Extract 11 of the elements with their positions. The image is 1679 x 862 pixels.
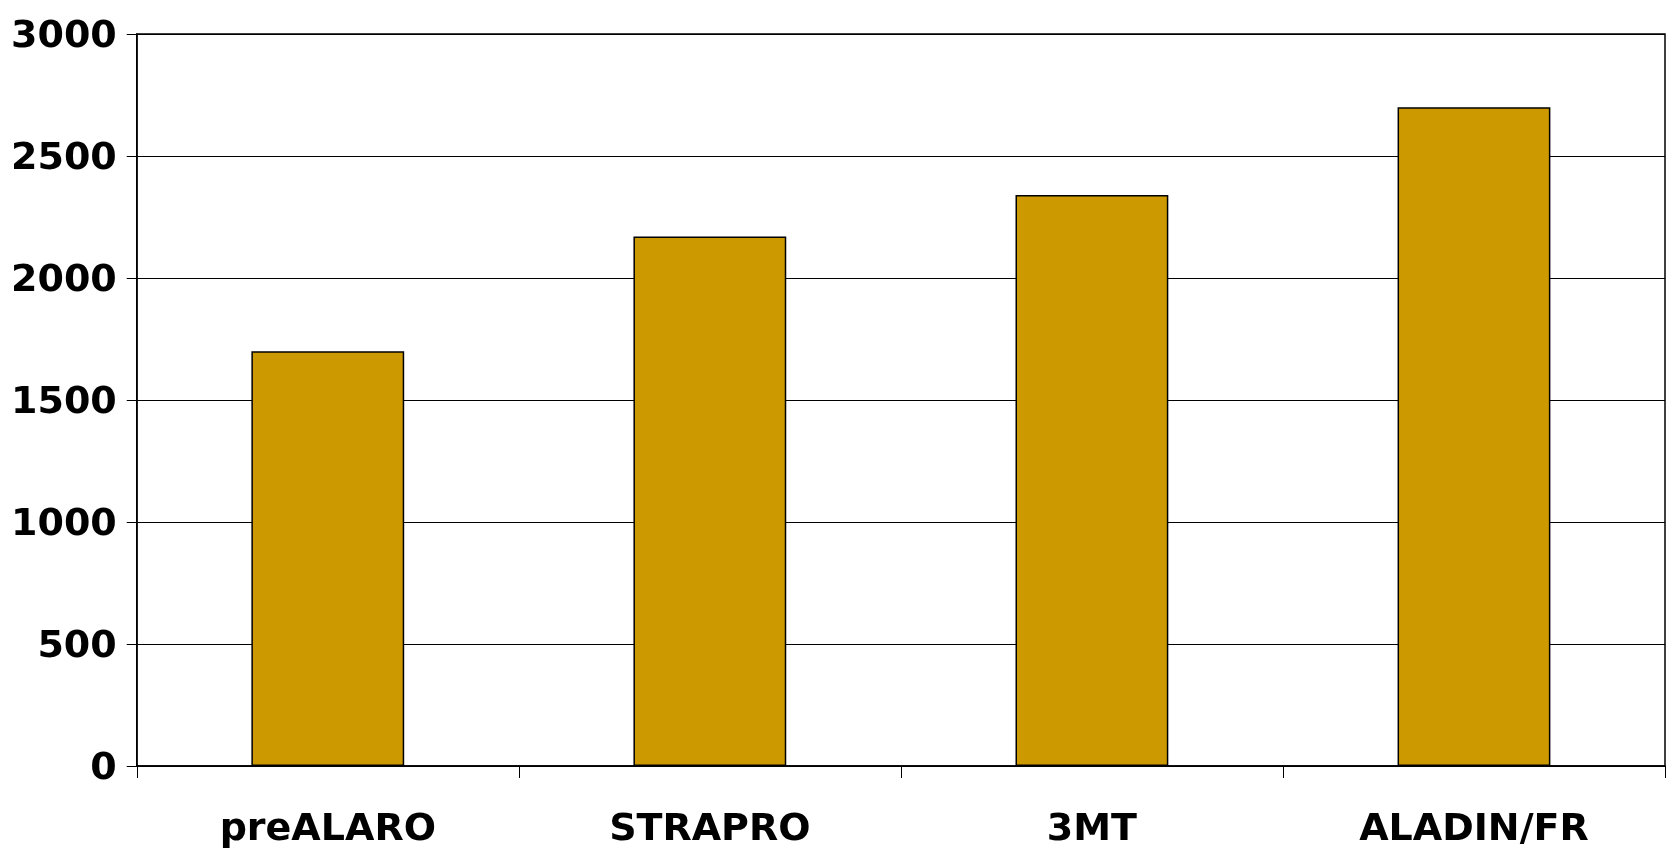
y-tick-label: 500 [37,622,117,666]
x-tick-label: preALARO [219,805,436,849]
y-tick-label: 1000 [11,500,117,544]
y-tick-label: 2000 [11,256,117,300]
y-tick-label: 1500 [11,378,117,422]
x-tick-label: ALADIN/FR [1359,805,1589,849]
x-tick-label: STRAPRO [609,805,811,849]
x-tick-label: 3MT [1046,805,1138,849]
y-tick-label: 2500 [11,134,117,178]
y-tick-label: 0 [90,744,117,788]
y-tick-label: 3000 [11,12,117,56]
